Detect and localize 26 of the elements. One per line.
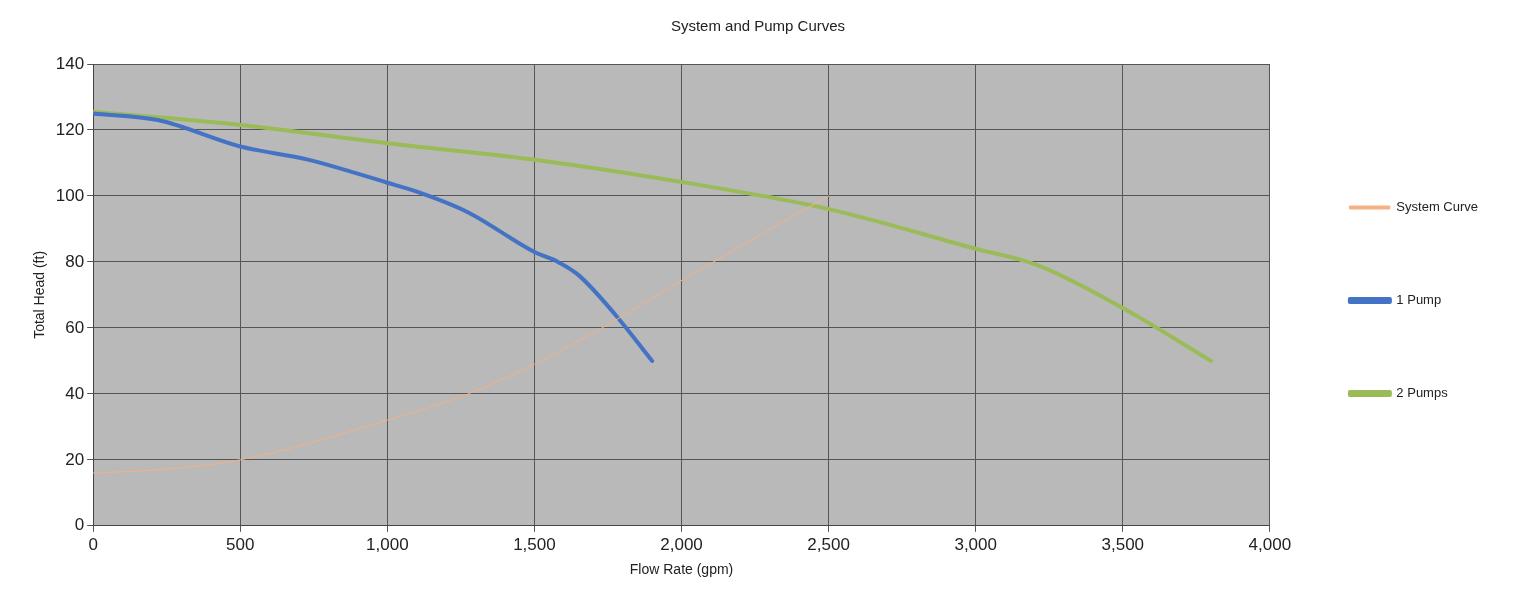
y-tick-label: 0 — [74, 515, 85, 535]
x-tick-label: 0 — [88, 534, 98, 554]
x-tick-label: 500 — [226, 534, 255, 554]
y-tick-label: 80 — [65, 251, 85, 271]
x-tick-label: 1,500 — [513, 534, 556, 554]
line-series — [93, 111, 655, 363]
x-tick-label: 4,000 — [1248, 534, 1292, 554]
chart-title: System and Pump Curves — [670, 17, 846, 35]
x-tick-label: 2,000 — [660, 534, 703, 554]
legend-label: 1 Pump — [1396, 292, 1442, 308]
x-tick-label: 1,000 — [366, 534, 409, 554]
legend-label: 2 Pumps — [1396, 385, 1449, 401]
x-tick-label: 2,500 — [807, 534, 850, 554]
y-axis-title: Total Head (ft) — [31, 250, 48, 339]
y-tick-label: 100 — [55, 185, 85, 205]
y-tick-label: 140 — [55, 53, 85, 73]
y-tick-label: 120 — [55, 119, 85, 139]
y-tick-label: 60 — [65, 317, 85, 337]
x-tick-label: 3,000 — [954, 534, 997, 554]
line-series — [93, 109, 1214, 363]
x-tick-label: 3,500 — [1101, 534, 1145, 554]
x-axis-title: Flow Rate (gpm) — [629, 561, 734, 578]
y-tick-label: 20 — [65, 449, 85, 469]
legend-label: System Curve — [1396, 199, 1479, 215]
line-series — [93, 195, 830, 474]
y-tick-label: 40 — [65, 383, 85, 403]
